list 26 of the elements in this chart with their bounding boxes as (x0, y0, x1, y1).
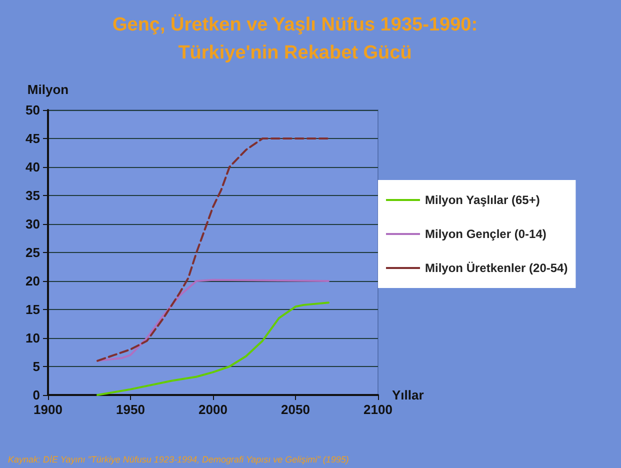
x-tick-label: 1950 (116, 402, 145, 417)
legend-label: Milyon Yaşlılar (65+) (425, 193, 540, 207)
y-tick-label: 0 (32, 388, 40, 402)
legend-label: Milyon Gençler (0-14) (425, 227, 546, 241)
legend-label: Milyon Üretkenler (20-54) (425, 261, 568, 275)
y-tick-label: 45 (26, 131, 40, 146)
line-series (96, 138, 330, 362)
y-tick-label: 5 (32, 359, 40, 374)
x-tick-label: 2100 (364, 402, 392, 417)
line-series (96, 278, 330, 362)
y-tick-label: 15 (26, 302, 40, 317)
y-tick-label: 30 (26, 216, 40, 232)
y-tick-label: 25 (26, 245, 40, 260)
y-tick-label: 50 (26, 102, 40, 118)
line-series (96, 302, 330, 396)
x-tick-label: 2000 (198, 402, 228, 417)
y-tick-label: 35 (26, 188, 40, 203)
y-tick-label: 20 (26, 274, 40, 288)
y-tick-label: 10 (26, 330, 40, 346)
text: Kaynak: DİE Yayını "Türkiye Nüfusu 1923-1994, Demografi Yapısı ve Gelişimi" (1995) (8, 454, 349, 464)
x-tick-label: 2050 (281, 402, 310, 417)
chart-title: Genç, Üretken ve Yaşlı Nüfus 1935-1990: Türkiye'nin Rekabet Gücü (112, 14, 478, 64)
y-tick-label: 40 (26, 160, 40, 174)
x-axis-title: Yıllar (392, 388, 424, 402)
y-axis-title: Milyon (27, 82, 69, 97)
x-tick-label: 1900 (34, 402, 62, 417)
